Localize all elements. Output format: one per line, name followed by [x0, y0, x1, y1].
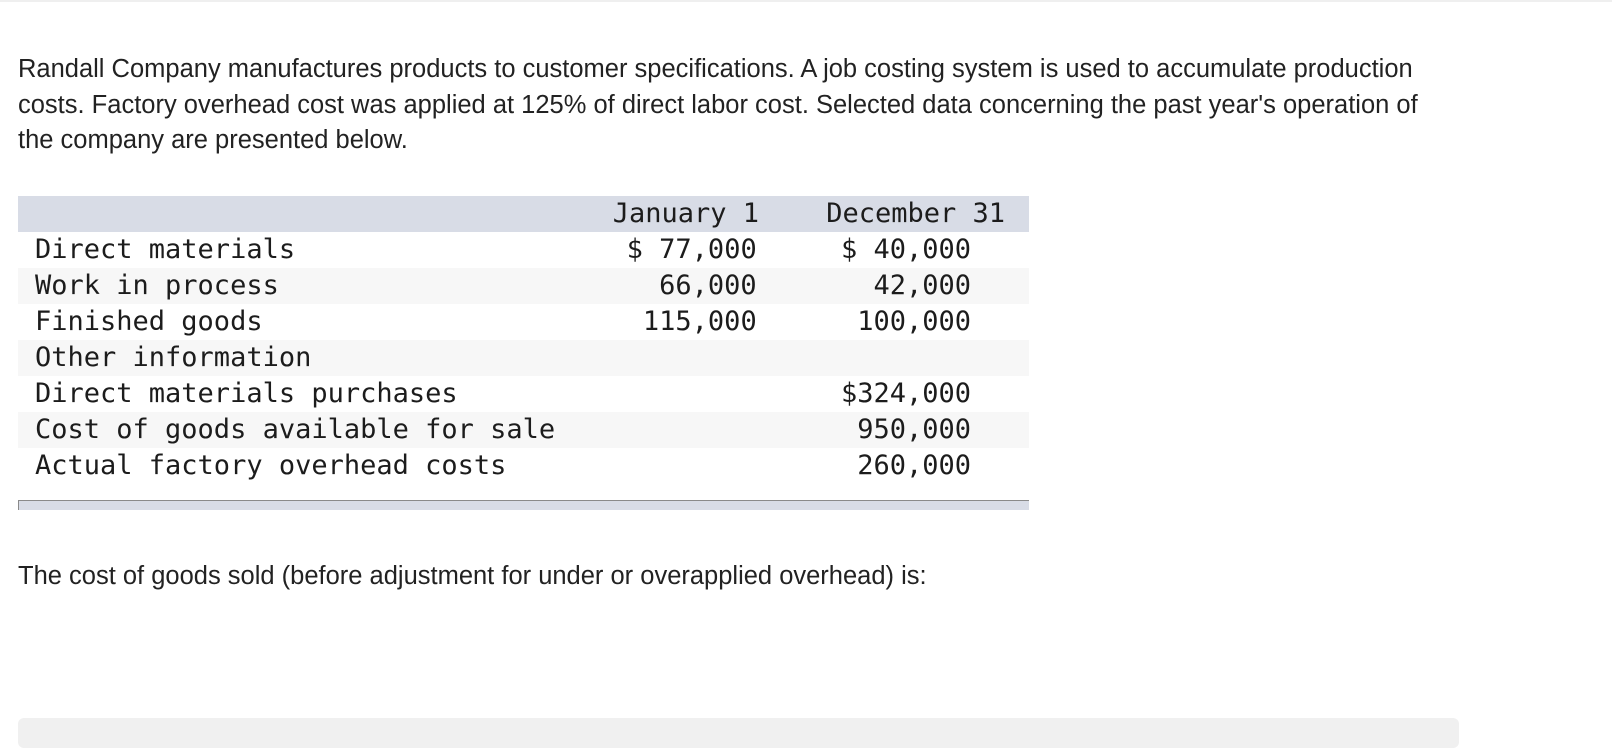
- header-december-31: December 31: [826, 198, 1005, 229]
- table-header-row: January 1 December 31: [18, 196, 1029, 232]
- row-label: Direct materials: [35, 234, 296, 265]
- header-january-1: January 1: [612, 198, 759, 229]
- top-divider: [0, 0, 1612, 2]
- row-january-value: [599, 448, 773, 484]
- header-label-cell: [18, 196, 599, 232]
- row-label: Finished goods: [35, 306, 263, 337]
- row-december-value: [773, 340, 1029, 376]
- row-label: Other information: [35, 342, 312, 373]
- row-december-value: 42,000: [873, 270, 971, 301]
- row-december-value: 260,000: [857, 450, 971, 481]
- table-row: Direct materials $ 77,000 $ 40,000: [18, 232, 1029, 268]
- row-december-value: $ 40,000: [840, 234, 971, 265]
- row-december-value: $324,000: [840, 378, 971, 409]
- row-january-value: 66,000: [659, 270, 757, 301]
- row-label: Work in process: [35, 270, 279, 301]
- row-january-value: [599, 340, 773, 376]
- question-text: The cost of goods sold (before adjustmen…: [18, 562, 927, 590]
- row-january-value: $ 77,000: [626, 234, 757, 265]
- inventory-data-table: January 1 December 31 Direct materials $…: [18, 196, 1029, 484]
- problem-intro-text: Randall Company manufactures products to…: [18, 55, 1418, 154]
- row-december-value: 950,000: [857, 414, 971, 445]
- table-row: Cost of goods available for sale 950,000: [18, 412, 1029, 448]
- table-row: Direct materials purchases $324,000: [18, 376, 1029, 412]
- row-label: Direct materials purchases: [35, 378, 458, 409]
- table-row: Other information: [18, 340, 1029, 376]
- row-label: Cost of goods available for sale: [35, 414, 556, 445]
- table-row: Finished goods 115,000 100,000: [18, 304, 1029, 340]
- row-january-value: [599, 376, 773, 412]
- answer-options-container[interactable]: [18, 718, 1459, 748]
- row-january-value: [599, 412, 773, 448]
- row-label: Actual factory overhead costs: [35, 450, 507, 481]
- table-footer-bar: [18, 500, 1029, 510]
- row-december-value: 100,000: [857, 306, 971, 337]
- row-january-value: 115,000: [642, 306, 757, 337]
- table-row: Work in process 66,000 42,000: [18, 268, 1029, 304]
- table-row: Actual factory overhead costs 260,000: [18, 448, 1029, 484]
